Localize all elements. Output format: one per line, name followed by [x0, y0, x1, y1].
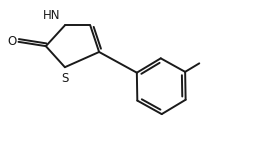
Text: O: O	[7, 35, 17, 48]
Text: HN: HN	[43, 9, 60, 22]
Text: S: S	[61, 72, 69, 85]
